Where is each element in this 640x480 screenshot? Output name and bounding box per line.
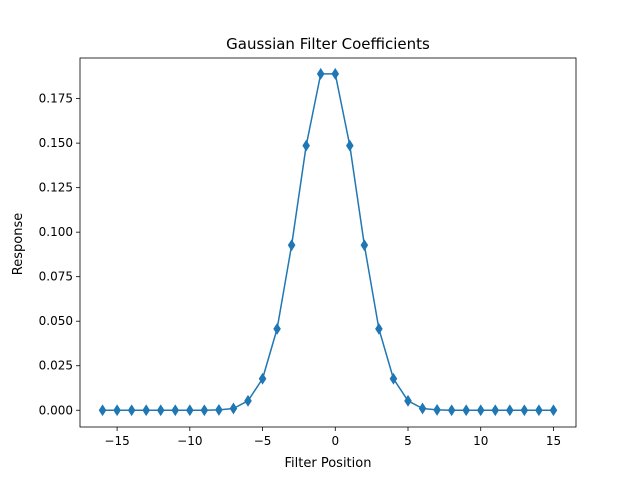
data-point [244,394,252,407]
y-tick-label: 0.175 [39,92,73,106]
data-point [127,404,136,417]
data-point [273,322,281,335]
x-tick-label: −10 [177,434,202,448]
data-point [476,404,485,417]
data-point [215,403,223,416]
y-tick-label: 0.075 [39,270,73,284]
data-point [171,404,180,417]
x-tick-label: 5 [404,434,412,448]
data-point [520,404,529,417]
y-tick-label: 0.125 [39,181,73,195]
data-point [360,239,369,252]
data-point [142,404,150,417]
plot-area: −15 −10 −5 0 5 10 15 0.000 0.025 0.050 0.075 0.100 0… [39,57,577,448]
data-point [287,239,296,252]
data-point [113,404,121,417]
data-point [331,67,340,80]
data-point [346,139,354,152]
data-point [491,404,500,417]
y-tick-label: 0.000 [39,403,73,417]
y-tick-label: 0.100 [39,225,73,239]
x-tick-label: −15 [104,434,129,448]
data-point [462,404,470,417]
data-point [535,404,543,417]
axes-frame [79,57,577,428]
data-point [375,322,383,335]
data-point [302,139,310,152]
data-point [156,404,165,417]
chart-title: Gaussian Filter Coefficients [226,35,430,53]
y-tick-label: 0.150 [39,136,73,150]
data-point [229,402,238,415]
data-point [447,404,456,417]
x-tick-label: 10 [473,434,488,448]
data-point [506,404,514,417]
data-point [389,372,398,385]
data-point [433,403,441,416]
y-tick-label: 0.025 [39,359,73,373]
data-point [404,394,412,407]
data-point [549,404,558,417]
data-point [98,404,107,417]
x-tick-label: 0 [331,434,339,448]
data-point [200,404,209,417]
y-axis-label: Response [11,213,26,275]
data-point [186,404,194,417]
x-tick-label: 15 [546,434,561,448]
x-tick-label: −5 [254,434,272,448]
data-point [258,372,267,385]
data-point [418,402,427,415]
x-axis-label: Filter Position [285,456,372,471]
y-tick-label: 0.050 [39,314,73,328]
data-point [316,67,325,80]
